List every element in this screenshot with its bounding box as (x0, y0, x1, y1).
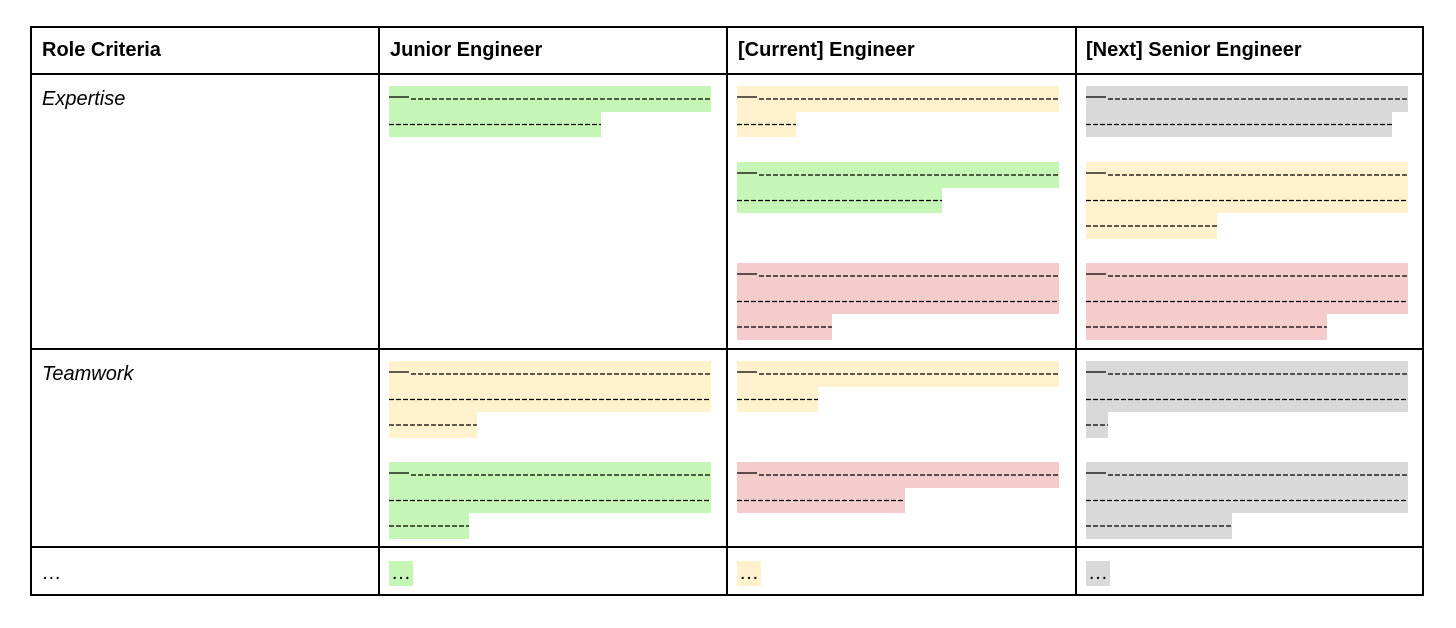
column-divider-2 (726, 26, 728, 596)
criteria-expertise: Expertise (42, 88, 126, 110)
senior-expertise-item-2 (1086, 162, 1408, 239)
header-divider (30, 73, 1424, 75)
table-border-right (1422, 26, 1424, 596)
column-divider-1 (378, 26, 380, 596)
column-divider-3 (1075, 26, 1077, 596)
junior-expertise-item-1 (389, 86, 711, 137)
senior-expertise-item-3 (1086, 263, 1408, 340)
header-junior-engineer: Junior Engineer (390, 39, 543, 61)
current-expertise-item-2 (737, 162, 1059, 213)
header-role-criteria: Role Criteria (42, 39, 161, 61)
table-border-bottom (30, 594, 1424, 596)
senior-expertise-item-1 (1086, 86, 1408, 137)
junior-more-cell: … (389, 561, 413, 586)
header-current-engineer: [Current] Engineer (738, 39, 915, 61)
table-border-left (30, 26, 32, 596)
header-senior-engineer: [Next] Senior Engineer (1086, 39, 1302, 61)
senior-teamwork-item-1 (1086, 361, 1408, 438)
table-border-top (30, 26, 1424, 28)
current-teamwork-item-2 (737, 462, 1059, 513)
current-expertise-item-3 (737, 263, 1059, 340)
junior-teamwork-item-1 (389, 361, 711, 438)
current-teamwork-item-1 (737, 361, 1059, 412)
row-divider-1 (30, 348, 1424, 350)
current-expertise-item-1 (737, 86, 1059, 137)
row-divider-2 (30, 546, 1424, 548)
current-more-cell: … (737, 561, 761, 586)
criteria-more: … (42, 562, 62, 584)
senior-more-cell: … (1086, 561, 1110, 586)
senior-teamwork-item-2 (1086, 462, 1408, 539)
junior-teamwork-item-2 (389, 462, 711, 539)
criteria-teamwork: Teamwork (42, 363, 134, 385)
